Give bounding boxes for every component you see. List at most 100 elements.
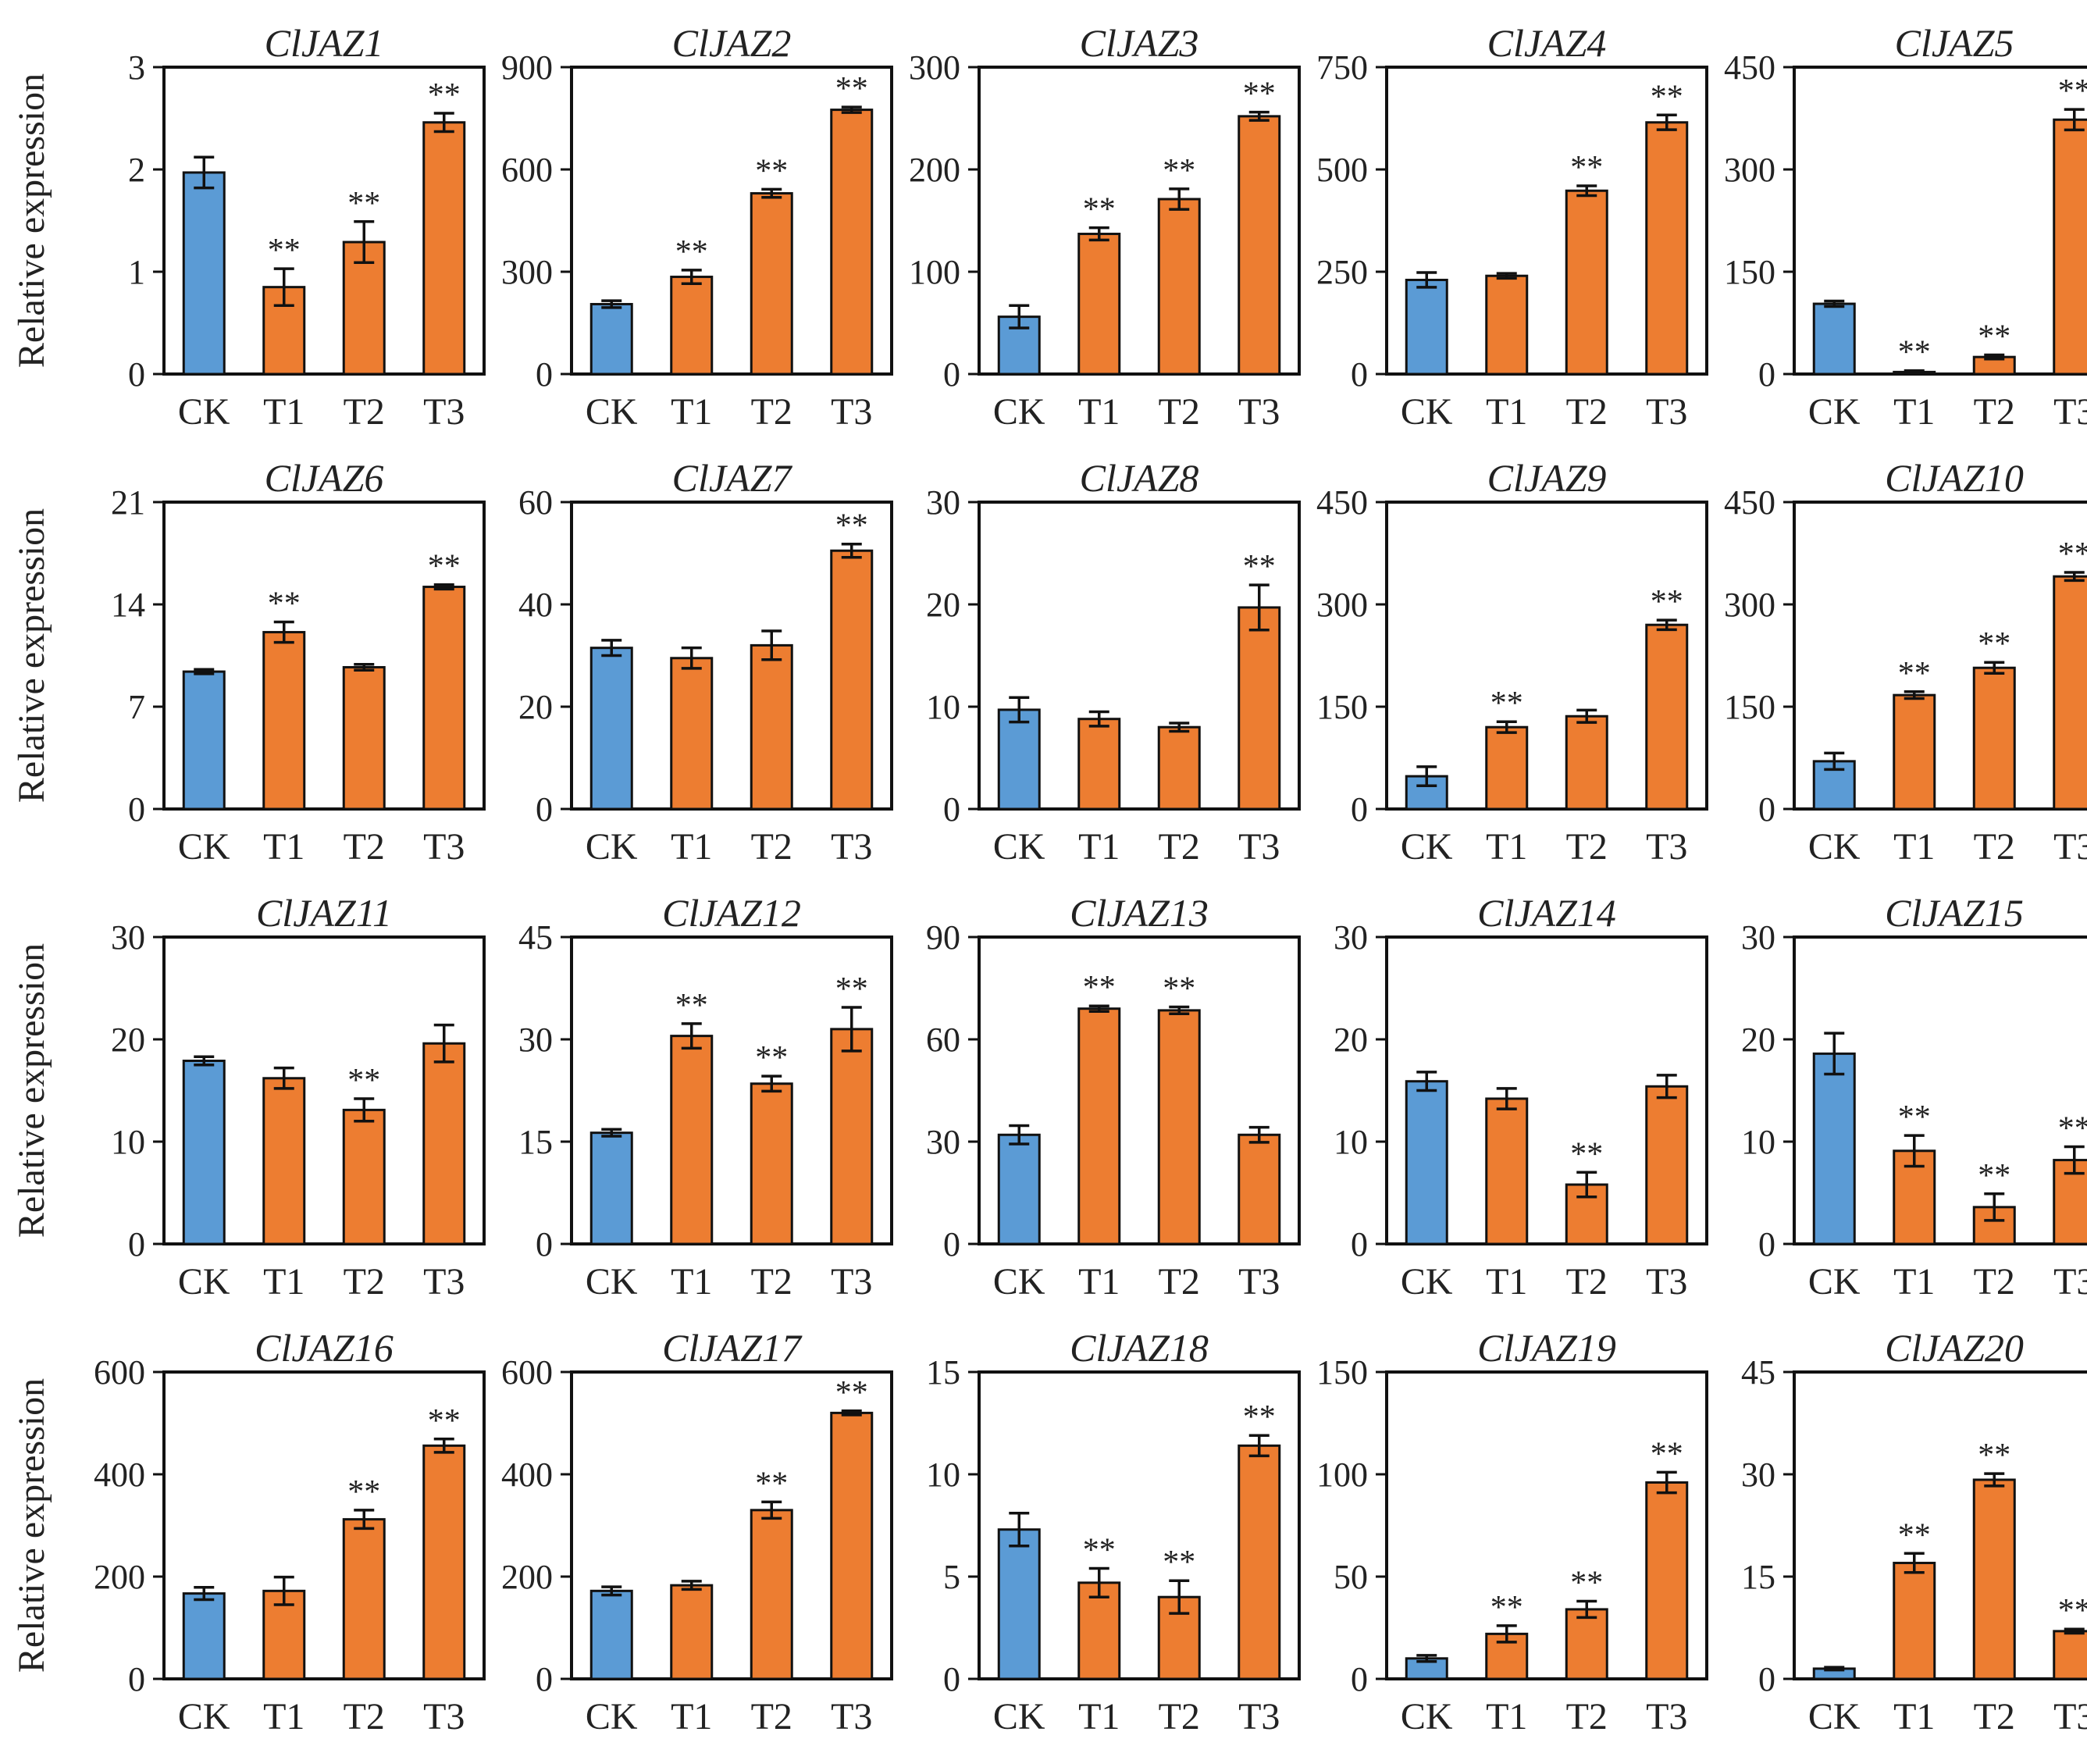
panel-title: ClJAZ6 [265,456,384,500]
x-category-label: T1 [671,1261,712,1303]
significance-mark: ** [675,988,708,1024]
x-category-label: T3 [1646,826,1687,868]
panel-cljaz14: ClJAZ14 0 10 20 30 CK T1 ** T2 T3 [1334,891,1708,1303]
x-category-label: CK [1808,1261,1861,1303]
y-tick-label: 400 [94,1456,145,1494]
plot-frame [1793,66,2087,376]
y-tick-label: 0 [1351,790,1368,829]
y-tick-label: 0 [536,1225,553,1263]
panel-title: ClJAZ3 [1080,21,1199,65]
panel-title: ClJAZ19 [1477,1326,1616,1370]
bar-t2 [1565,715,1608,811]
plot-frame [1385,935,1708,1245]
panel-cljaz10: ClJAZ10 0 150 300 450 CK ** T1 ** T2 ** T3 [1724,456,2087,868]
y-tick-label: 60 [926,1021,960,1059]
panel-title: ClJAZ11 [256,891,392,935]
y-tick-label: 20 [518,688,553,726]
y-tick-label: 0 [943,1660,960,1698]
bar-t3 [1645,623,1689,811]
significance-mark: ** [1083,1533,1116,1569]
x-category-label: T1 [1078,1261,1120,1303]
panel-title: ClJAZ1 [265,21,384,65]
x-category-label: T1 [1893,1261,1935,1303]
x-category-label: T3 [2053,1261,2087,1303]
significance-mark: ** [1490,1590,1523,1626]
bar-t3 [1238,115,1281,376]
bar-t1 [1485,725,1529,811]
bar-ck [1812,302,1856,376]
x-category-label: CK [993,391,1045,433]
bar-ck [1405,278,1448,376]
bar-t2 [1157,725,1201,811]
y-tick-label: 5 [943,1558,960,1596]
y-axis-title: Relative expression [11,943,52,1238]
bar-t1 [262,631,306,811]
x-category-label: T2 [1974,1261,2015,1303]
plot-frame [1385,66,1708,376]
panel-title: ClJAZ7 [672,456,793,500]
significance-mark: ** [1490,686,1523,722]
y-tick-label: 30 [111,918,145,957]
plot-frame [162,935,486,1245]
bar-t3 [1238,1133,1281,1245]
plot-frame [162,66,486,376]
x-category-label: CK [1808,391,1861,433]
significance-mark: ** [835,508,868,544]
y-tick-label: 900 [501,48,553,87]
plot-frame [570,1370,893,1680]
significance-mark: ** [1243,1399,1276,1435]
x-category-label: T3 [1646,1696,1687,1737]
panel-title: ClJAZ13 [1070,891,1209,935]
bar-ck [1405,1080,1448,1245]
bar-t3 [1645,121,1689,376]
y-tick-label: 20 [926,586,960,624]
bar-ck [589,1589,633,1680]
significance-mark: ** [1083,192,1116,228]
bar-t1 [670,1584,714,1680]
y-tick-label: 10 [926,688,960,726]
y-tick-label: 750 [1316,48,1368,87]
y-tick-label: 30 [926,483,960,522]
plot-frame [978,66,1301,376]
y-tick-label: 10 [1334,1123,1368,1161]
x-category-label: T1 [263,1696,305,1737]
y-tick-label: 400 [501,1456,553,1494]
x-category-label: T1 [1893,826,1935,868]
x-category-label: T2 [1566,1696,1608,1737]
y-tick-label: 150 [1724,688,1775,726]
significance-mark: ** [675,234,708,270]
x-category-label: T3 [2053,391,2087,433]
y-tick-label: 200 [909,151,960,189]
panel-cljaz2: ClJAZ2 0 300 600 900 CK ** T1 ** T2 ** T3 [501,21,893,433]
x-category-label: T2 [1159,1696,1200,1737]
significance-mark: ** [1898,1099,1931,1135]
y-tick-label: 100 [1316,1456,1368,1494]
bar-t1 [1893,693,1936,811]
x-category-label: T1 [671,391,712,433]
bar-ck [182,1592,226,1680]
bar-t3 [422,121,466,376]
panel-cljaz3: ClJAZ3 0 100 200 300 CK ** T1 ** T2 ** T3 [909,21,1301,433]
x-category-label: T2 [1974,826,2015,868]
panel-cljaz13: ClJAZ13 0 30 60 90 CK ** T1 ** T2 T3 [926,891,1301,1303]
y-tick-label: 10 [1741,1123,1775,1161]
y-tick-label: 0 [1758,790,1775,829]
panel-cljaz5: ClJAZ5 0 150 300 450 CK ** T1 ** T2 ** T3 [1724,21,2087,433]
x-category-label: T1 [1893,391,1935,433]
x-category-label: T2 [1974,1696,2015,1737]
significance-mark: ** [2058,73,2087,109]
bar-t1 [670,1035,714,1245]
significance-mark: ** [268,233,301,269]
bar-t3 [830,549,874,811]
y-tick-label: 0 [128,355,145,394]
y-tick-label: 1 [128,253,145,291]
significance-mark: ** [1243,77,1276,112]
significance-mark: ** [347,1063,380,1099]
panel-cljaz4: ClJAZ4 0 250 500 750 CK T1 ** T2 ** T3 [1316,21,1708,433]
y-tick-label: 0 [128,1660,145,1698]
y-tick-label: 15 [926,1353,960,1392]
significance-mark: ** [1651,79,1683,115]
panel-cljaz18: ClJAZ18 0 5 10 15 CK ** T1 ** T2 ** T3 [926,1326,1301,1737]
x-category-label: T2 [1159,391,1200,433]
